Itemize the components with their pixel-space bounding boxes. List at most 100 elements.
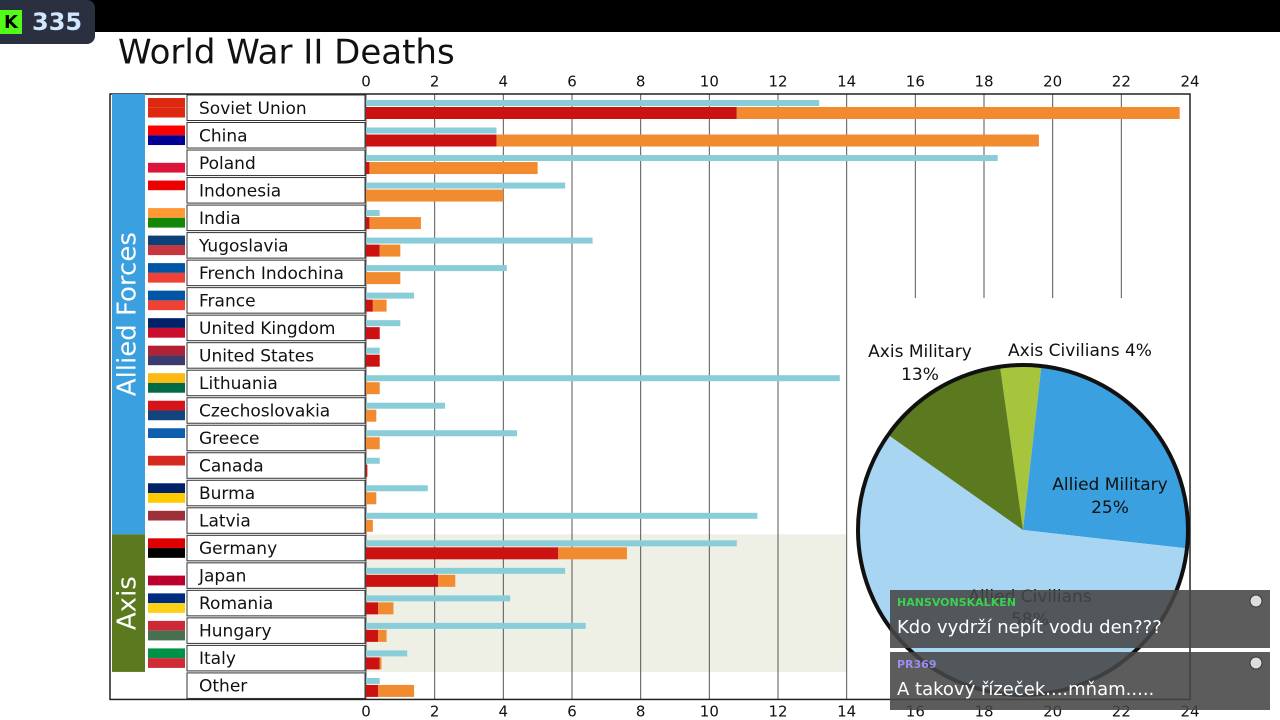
y-tick-label: Italy — [199, 649, 236, 669]
flag — [148, 675, 185, 686]
x-tick-label: 8 — [636, 703, 646, 720]
y-tick-label: France — [199, 291, 256, 311]
label-cell — [186, 122, 366, 149]
flag — [148, 290, 185, 301]
flag — [148, 603, 185, 613]
flag — [148, 217, 185, 228]
flag — [148, 548, 185, 558]
label-cell — [186, 562, 366, 589]
label-cell — [186, 452, 366, 479]
badge-bg — [0, 0, 95, 44]
x-tick-label: 6 — [567, 703, 577, 720]
bar — [366, 409, 377, 422]
x-tick-label: 8 — [636, 73, 646, 91]
bar — [366, 265, 507, 272]
label-cell — [186, 479, 366, 507]
top-strip — [0, 0, 1280, 32]
y-tick-label: Latvia — [199, 512, 251, 532]
flag — [148, 208, 185, 218]
bar — [366, 182, 566, 189]
bar — [366, 684, 379, 697]
bar — [366, 547, 559, 560]
x-tick-label: 16 — [906, 73, 925, 91]
pie-label: Axis Military — [868, 342, 972, 362]
group-band — [112, 94, 145, 535]
flag — [148, 300, 185, 311]
chat-user: PR369 — [897, 658, 937, 671]
bar — [366, 492, 377, 505]
y-tick-label: Lithuania — [199, 374, 278, 394]
label-cell — [186, 369, 366, 397]
x-tick-label: 10 — [700, 73, 719, 91]
chat-box — [890, 652, 1270, 710]
label-cell — [186, 534, 366, 562]
y-tick-label: Indonesia — [199, 181, 281, 201]
flag — [148, 107, 185, 118]
bar — [366, 320, 401, 327]
flag — [148, 355, 185, 366]
pie-value-label: 13% — [901, 365, 939, 385]
y-tick-label: India — [199, 209, 241, 229]
flag — [148, 327, 185, 338]
x-tick-label: 10 — [700, 703, 719, 720]
label-cell — [186, 507, 366, 534]
y-tick-label: United Kingdom — [199, 319, 335, 339]
bar — [366, 650, 408, 657]
flag — [148, 400, 185, 411]
bar — [366, 127, 497, 134]
flag — [148, 272, 185, 283]
flag — [148, 98, 185, 108]
label-cell — [186, 644, 366, 672]
bar — [379, 657, 382, 670]
bar — [366, 244, 380, 257]
flag — [148, 538, 185, 549]
flag — [148, 162, 185, 173]
x-tick-label: 22 — [1112, 73, 1131, 91]
pie-label: Axis Civilians 4% — [1008, 341, 1152, 361]
bar — [366, 602, 379, 615]
bar — [366, 210, 380, 217]
bar — [366, 217, 370, 230]
flag — [148, 410, 185, 421]
flag — [148, 630, 185, 641]
x-tick-label: 0 — [361, 73, 371, 91]
bar — [366, 567, 566, 574]
x-tick-label: 12 — [768, 73, 787, 91]
flag — [148, 263, 185, 273]
bar — [366, 237, 593, 244]
badge-icon: K — [4, 12, 19, 33]
label-cell — [186, 397, 366, 424]
chat-user: HANSVONSKALKEN — [897, 596, 1016, 609]
flag — [148, 658, 185, 668]
bar — [366, 375, 840, 382]
group-label: Axis — [113, 576, 143, 630]
x-tick-label: 6 — [567, 73, 577, 91]
bar — [366, 155, 998, 162]
flag — [148, 455, 185, 466]
flag — [148, 190, 185, 201]
pie-label: Allied Military — [1052, 475, 1167, 495]
bar — [366, 134, 497, 147]
plot-frame — [109, 93, 1191, 701]
flag — [148, 465, 185, 476]
pie-slice — [1000, 365, 1042, 530]
y-tick-label: Other — [199, 677, 247, 697]
bar — [378, 602, 394, 615]
bar — [366, 299, 373, 312]
bar — [366, 519, 373, 532]
bar — [366, 512, 758, 519]
x-tick-label: 24 — [1180, 73, 1199, 91]
flag — [148, 382, 185, 393]
x-tick-label: 0 — [361, 703, 371, 720]
x-tick-label: 4 — [499, 73, 509, 91]
flag — [148, 318, 185, 328]
y-tick-label: Poland — [199, 154, 256, 174]
x-tick-label: 18 — [974, 73, 993, 91]
bar — [366, 189, 504, 202]
bar — [366, 327, 380, 340]
label-cell — [186, 617, 366, 644]
label-cell — [186, 672, 366, 699]
bar — [366, 595, 511, 602]
flag — [148, 125, 185, 136]
